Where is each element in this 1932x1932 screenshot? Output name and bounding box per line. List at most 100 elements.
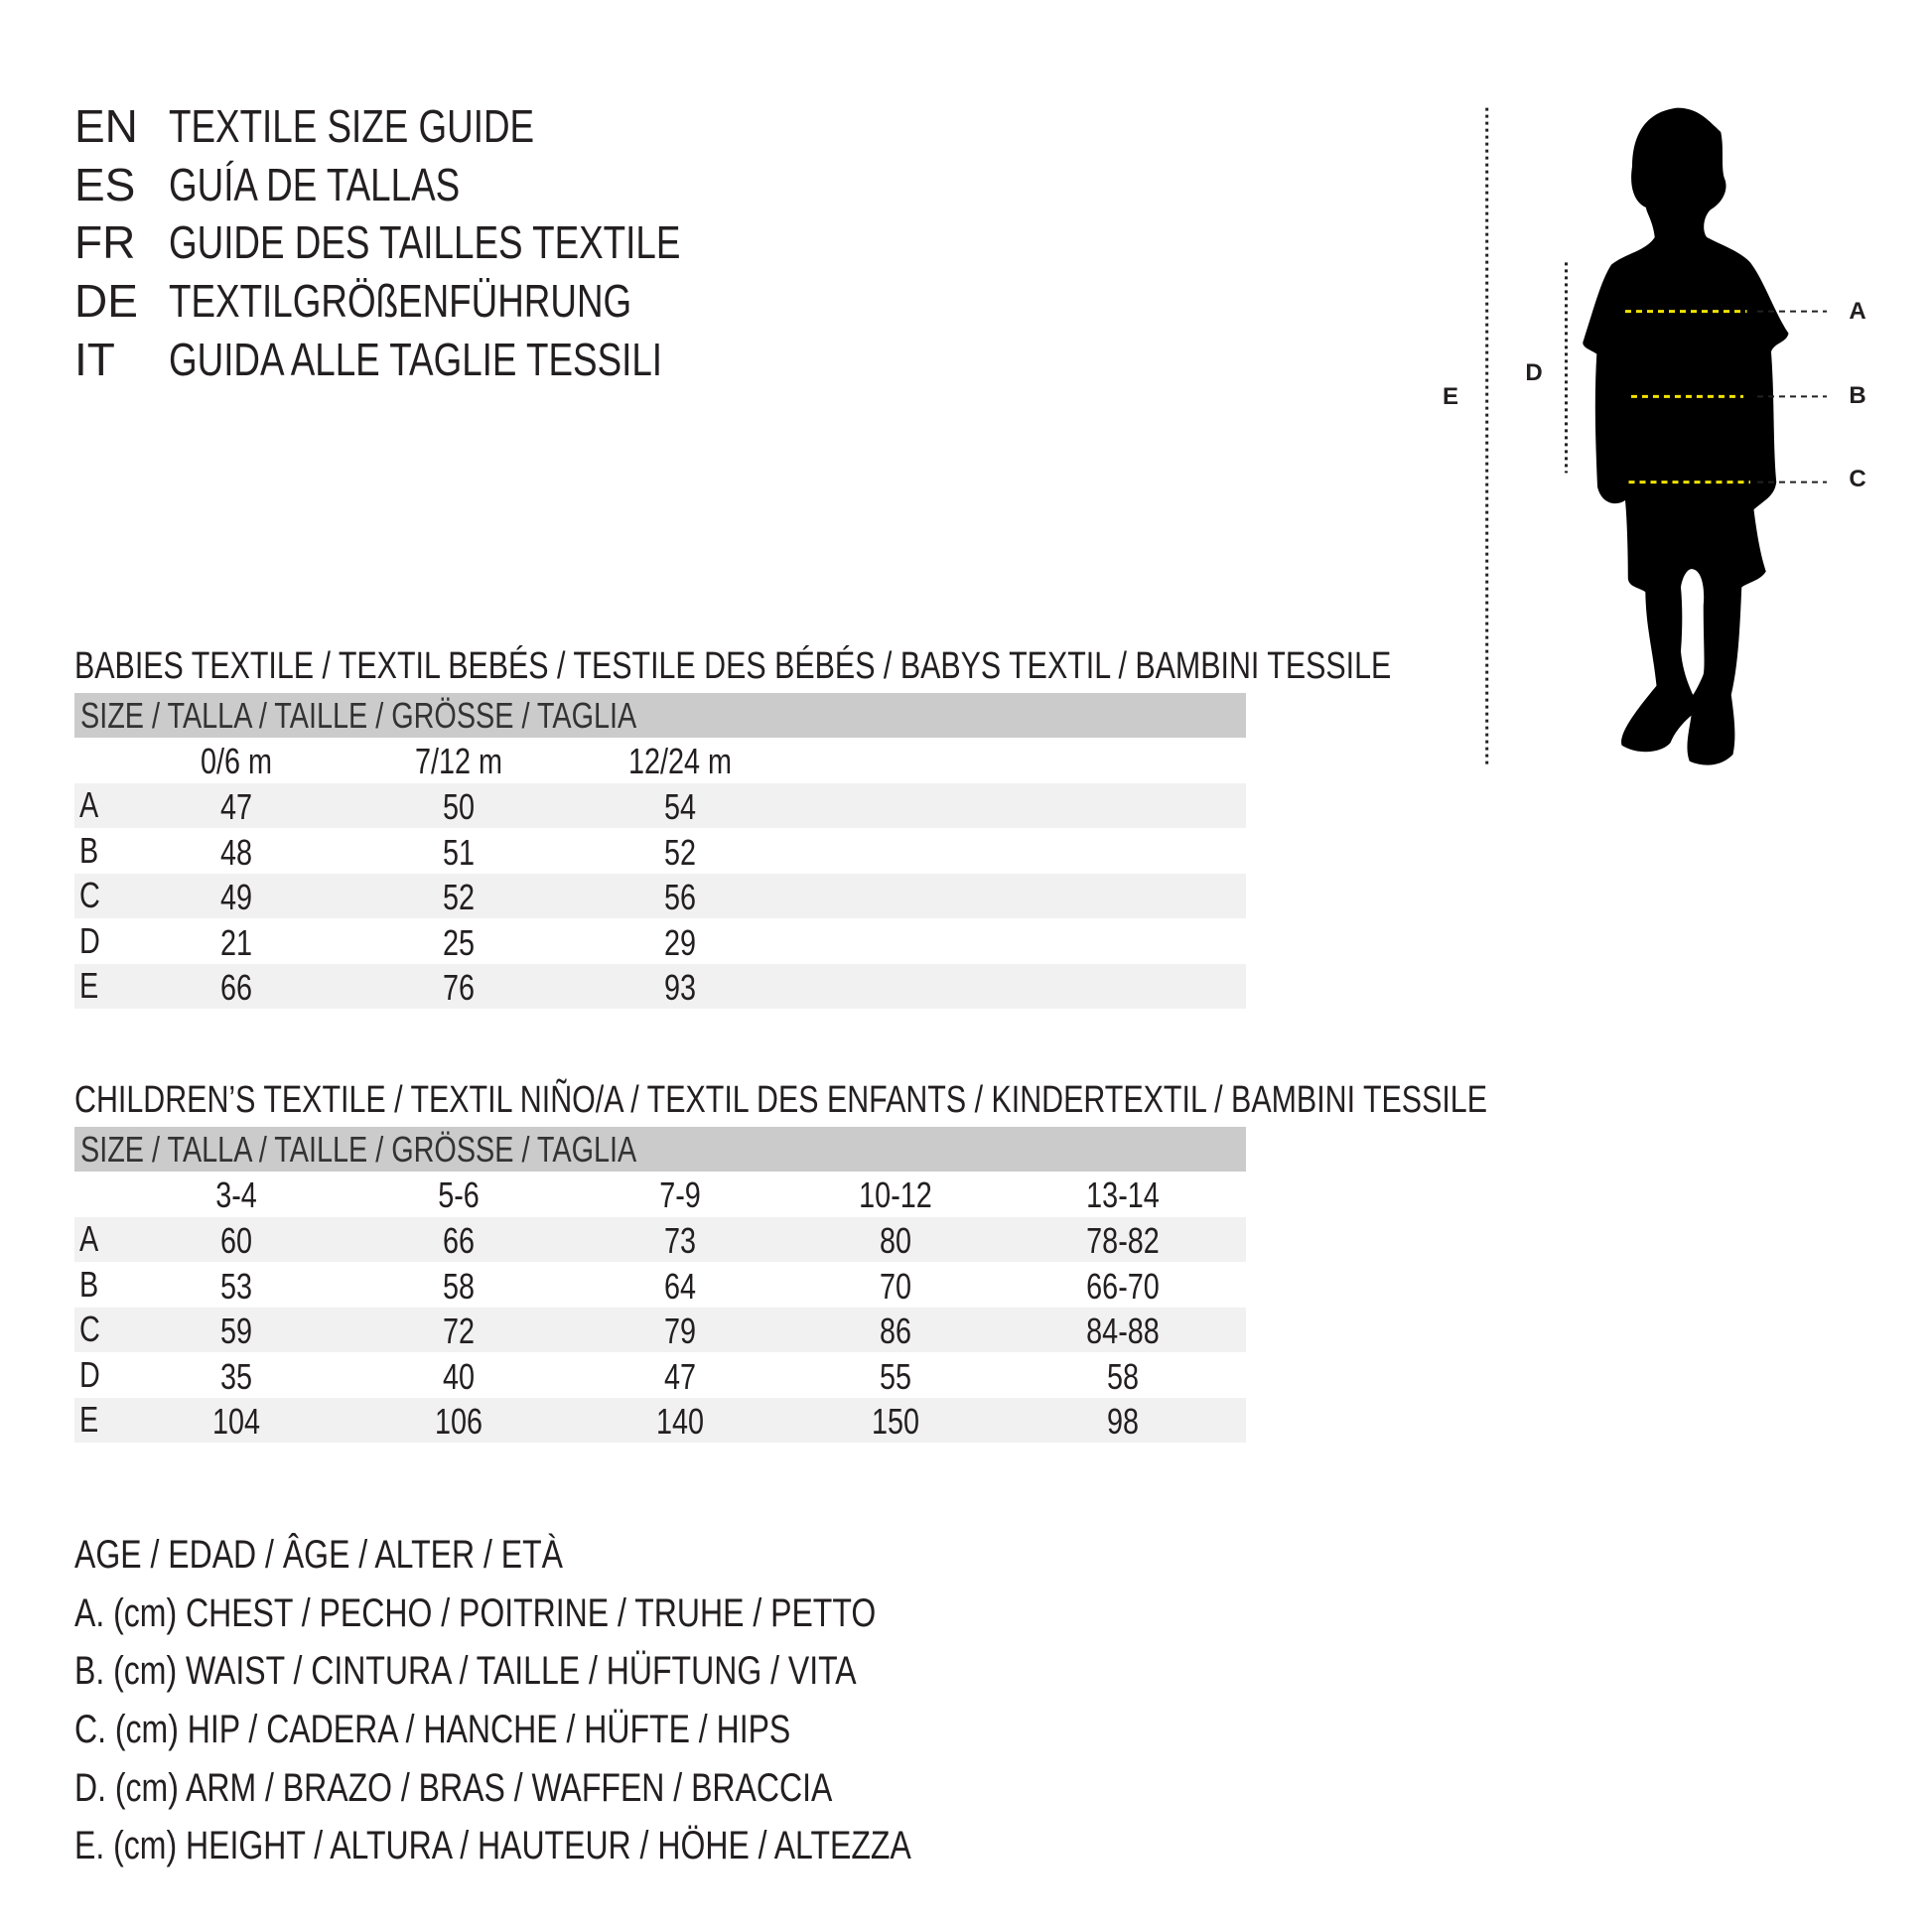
- child-silhouette-icon: [1583, 107, 1789, 765]
- size-header-bar: SIZE / TALLA / TAILLE / GRÖSSE / TAGLIA: [74, 1127, 1246, 1172]
- figure-label-c: C: [1849, 466, 1866, 492]
- title-text-inner: GUIDE DES TAILLES TEXTILE: [169, 216, 681, 268]
- size-header-text: SIZE / TALLA / TAILLE / GRÖSSE / TAGLIA: [80, 695, 637, 736]
- table-row: E 66 76 93: [74, 964, 1246, 1010]
- title-text-inner: GUÍA DE TALLAS: [169, 159, 461, 210]
- table-cell: 40: [442, 1355, 476, 1397]
- table-cell: 60: [219, 1220, 253, 1261]
- figure-label-b: B: [1849, 382, 1866, 409]
- table-cell: 35: [219, 1355, 253, 1397]
- row-label: D: [79, 1353, 100, 1395]
- figure-label-a: A: [1849, 298, 1866, 325]
- legend-line: E. (cm) HEIGHT / ALTURA / HAUTEUR / HÖHE…: [74, 1821, 1120, 1870]
- table-row: C 49 52 56: [74, 874, 1246, 919]
- table-cell: 150: [871, 1401, 920, 1443]
- title-line: DE TEXTILGRÖßENFÜHRUNG: [0, 273, 993, 329]
- table-row: A 60 66 73 80 78-82: [74, 1217, 1246, 1262]
- table-cell: 98: [1106, 1401, 1140, 1443]
- column-header: 10-12: [859, 1174, 932, 1215]
- row-label: D: [79, 919, 100, 961]
- table-cell: 49: [219, 877, 253, 918]
- column-header: 3-4: [215, 1174, 257, 1215]
- language-code: DE: [74, 275, 138, 327]
- row-label: E: [79, 965, 99, 1007]
- table-cell: 66: [219, 967, 253, 1009]
- language-code: EN: [74, 100, 138, 152]
- table-cell: 29: [663, 921, 697, 963]
- table-cell: 50: [442, 786, 476, 827]
- table-cell: 47: [219, 786, 253, 827]
- table-cell: 80: [879, 1220, 912, 1261]
- table-cell: 47: [663, 1355, 697, 1397]
- legend-text: A. (cm) CHEST / PECHO / POITRINE / TRUHE…: [74, 1591, 877, 1635]
- table-row: C 59 72 79 86 84-88: [74, 1308, 1246, 1353]
- column-header: 0/6 m: [200, 741, 273, 781]
- row-label: A: [79, 784, 99, 825]
- title-text-inner: TEXTILE SIZE GUIDE: [169, 100, 535, 152]
- row-label: A: [79, 1218, 99, 1259]
- table-cell: 79: [663, 1311, 697, 1352]
- column-header-row: 0/6 m 7/12 m 12/24 m: [74, 738, 1246, 782]
- title-line: FR GUIDE DES TAILLES TEXTILE: [0, 214, 993, 270]
- table-cell: 58: [1106, 1355, 1140, 1397]
- column-header: 12/24 m: [627, 741, 733, 781]
- table-cell: 53: [219, 1265, 253, 1307]
- column-header: 7/12 m: [414, 741, 503, 781]
- column-header: 13-14: [1086, 1174, 1160, 1215]
- column-header: 7-9: [659, 1174, 701, 1215]
- title-line: EN TEXTILE SIZE GUIDE: [0, 98, 993, 154]
- legend-line: A. (cm) CHEST / PECHO / POITRINE / TRUHE…: [74, 1588, 1076, 1638]
- row-label: B: [79, 1263, 99, 1305]
- title-text: TEXTILE SIZE GUIDE: [169, 98, 625, 154]
- table-cell: 51: [442, 831, 476, 873]
- title-text-inner: GUIDA ALLE TAGLIE TESSILI: [169, 334, 663, 385]
- table-cell: 93: [663, 967, 697, 1009]
- table-cell: 66: [442, 1220, 476, 1261]
- table-cell: 52: [663, 831, 697, 873]
- title-text: GUÍA DE TALLAS: [169, 157, 532, 212]
- table-cell: 64: [663, 1265, 697, 1307]
- child-silhouette-figure: [1396, 107, 1932, 793]
- table-cell: 84-88: [1086, 1311, 1160, 1352]
- table-cell: 140: [655, 1401, 705, 1443]
- legend-line: AGE / EDAD / ÂGE / ALTER / ETÀ: [74, 1530, 685, 1580]
- table-cell: 48: [219, 831, 253, 873]
- row-label: C: [79, 1309, 100, 1350]
- legend-text: C. (cm) HIP / CADERA / HANCHE / HÜFTE / …: [74, 1708, 791, 1751]
- table-row: D 21 25 29: [74, 919, 1246, 964]
- table-cell: 25: [442, 921, 476, 963]
- table-cell: 78-82: [1086, 1220, 1160, 1261]
- table-cell: 54: [663, 786, 697, 827]
- legend-line: C. (cm) HIP / CADERA / HANCHE / HÜFTE / …: [74, 1705, 970, 1754]
- table-cell: 59: [219, 1311, 253, 1352]
- table-cell: 58: [442, 1265, 476, 1307]
- title-text: GUIDA ALLE TAGLIE TESSILI: [169, 332, 785, 387]
- legend-line: D. (cm) ARM / BRAZO / BRAS / WAFFEN / BR…: [74, 1763, 1022, 1813]
- table-heading-text: BABIES TEXTILE / TEXTIL BEBÉS / TESTILE …: [74, 645, 1392, 687]
- language-code: ES: [74, 159, 136, 210]
- legend-text: B. (cm) WAIST / CINTURA / TAILLE / HÜFTU…: [74, 1649, 857, 1693]
- table-cell: 55: [879, 1355, 912, 1397]
- title-line: IT GUIDA ALLE TAGLIE TESSILI: [0, 332, 993, 387]
- table-row: E 104 106 140 150 98: [74, 1398, 1246, 1444]
- title-line: ES GUÍA DE TALLAS: [0, 157, 993, 212]
- legend-text: D. (cm) ARM / BRAZO / BRAS / WAFFEN / BR…: [74, 1766, 833, 1810]
- row-label: E: [79, 1399, 99, 1441]
- table-cell: 86: [879, 1311, 912, 1352]
- legend-text: E. (cm) HEIGHT / ALTURA / HAUTEUR / HÖHE…: [74, 1824, 911, 1867]
- table-cell: 72: [442, 1311, 476, 1352]
- language-code: FR: [74, 216, 136, 268]
- title-text: GUIDE DES TAILLES TEXTILE: [169, 214, 808, 270]
- legend-text: AGE / EDAD / ÂGE / ALTER / ETÀ: [74, 1533, 563, 1577]
- table-cell: 66-70: [1086, 1265, 1160, 1307]
- table-row: A 47 50 54: [74, 783, 1246, 828]
- table-cell: 70: [879, 1265, 912, 1307]
- table-cell: 21: [219, 921, 253, 963]
- column-header: 5-6: [438, 1174, 480, 1215]
- title-text: TEXTILGRÖßENFÜHRUNG: [169, 273, 748, 329]
- table-cell: 76: [442, 967, 476, 1009]
- table-row: D 35 40 47 55 58: [74, 1353, 1246, 1398]
- size-header-text: SIZE / TALLA / TAILLE / GRÖSSE / TAGLIA: [80, 1129, 637, 1170]
- table-cell: 106: [434, 1401, 483, 1443]
- table-cell: 52: [442, 877, 476, 918]
